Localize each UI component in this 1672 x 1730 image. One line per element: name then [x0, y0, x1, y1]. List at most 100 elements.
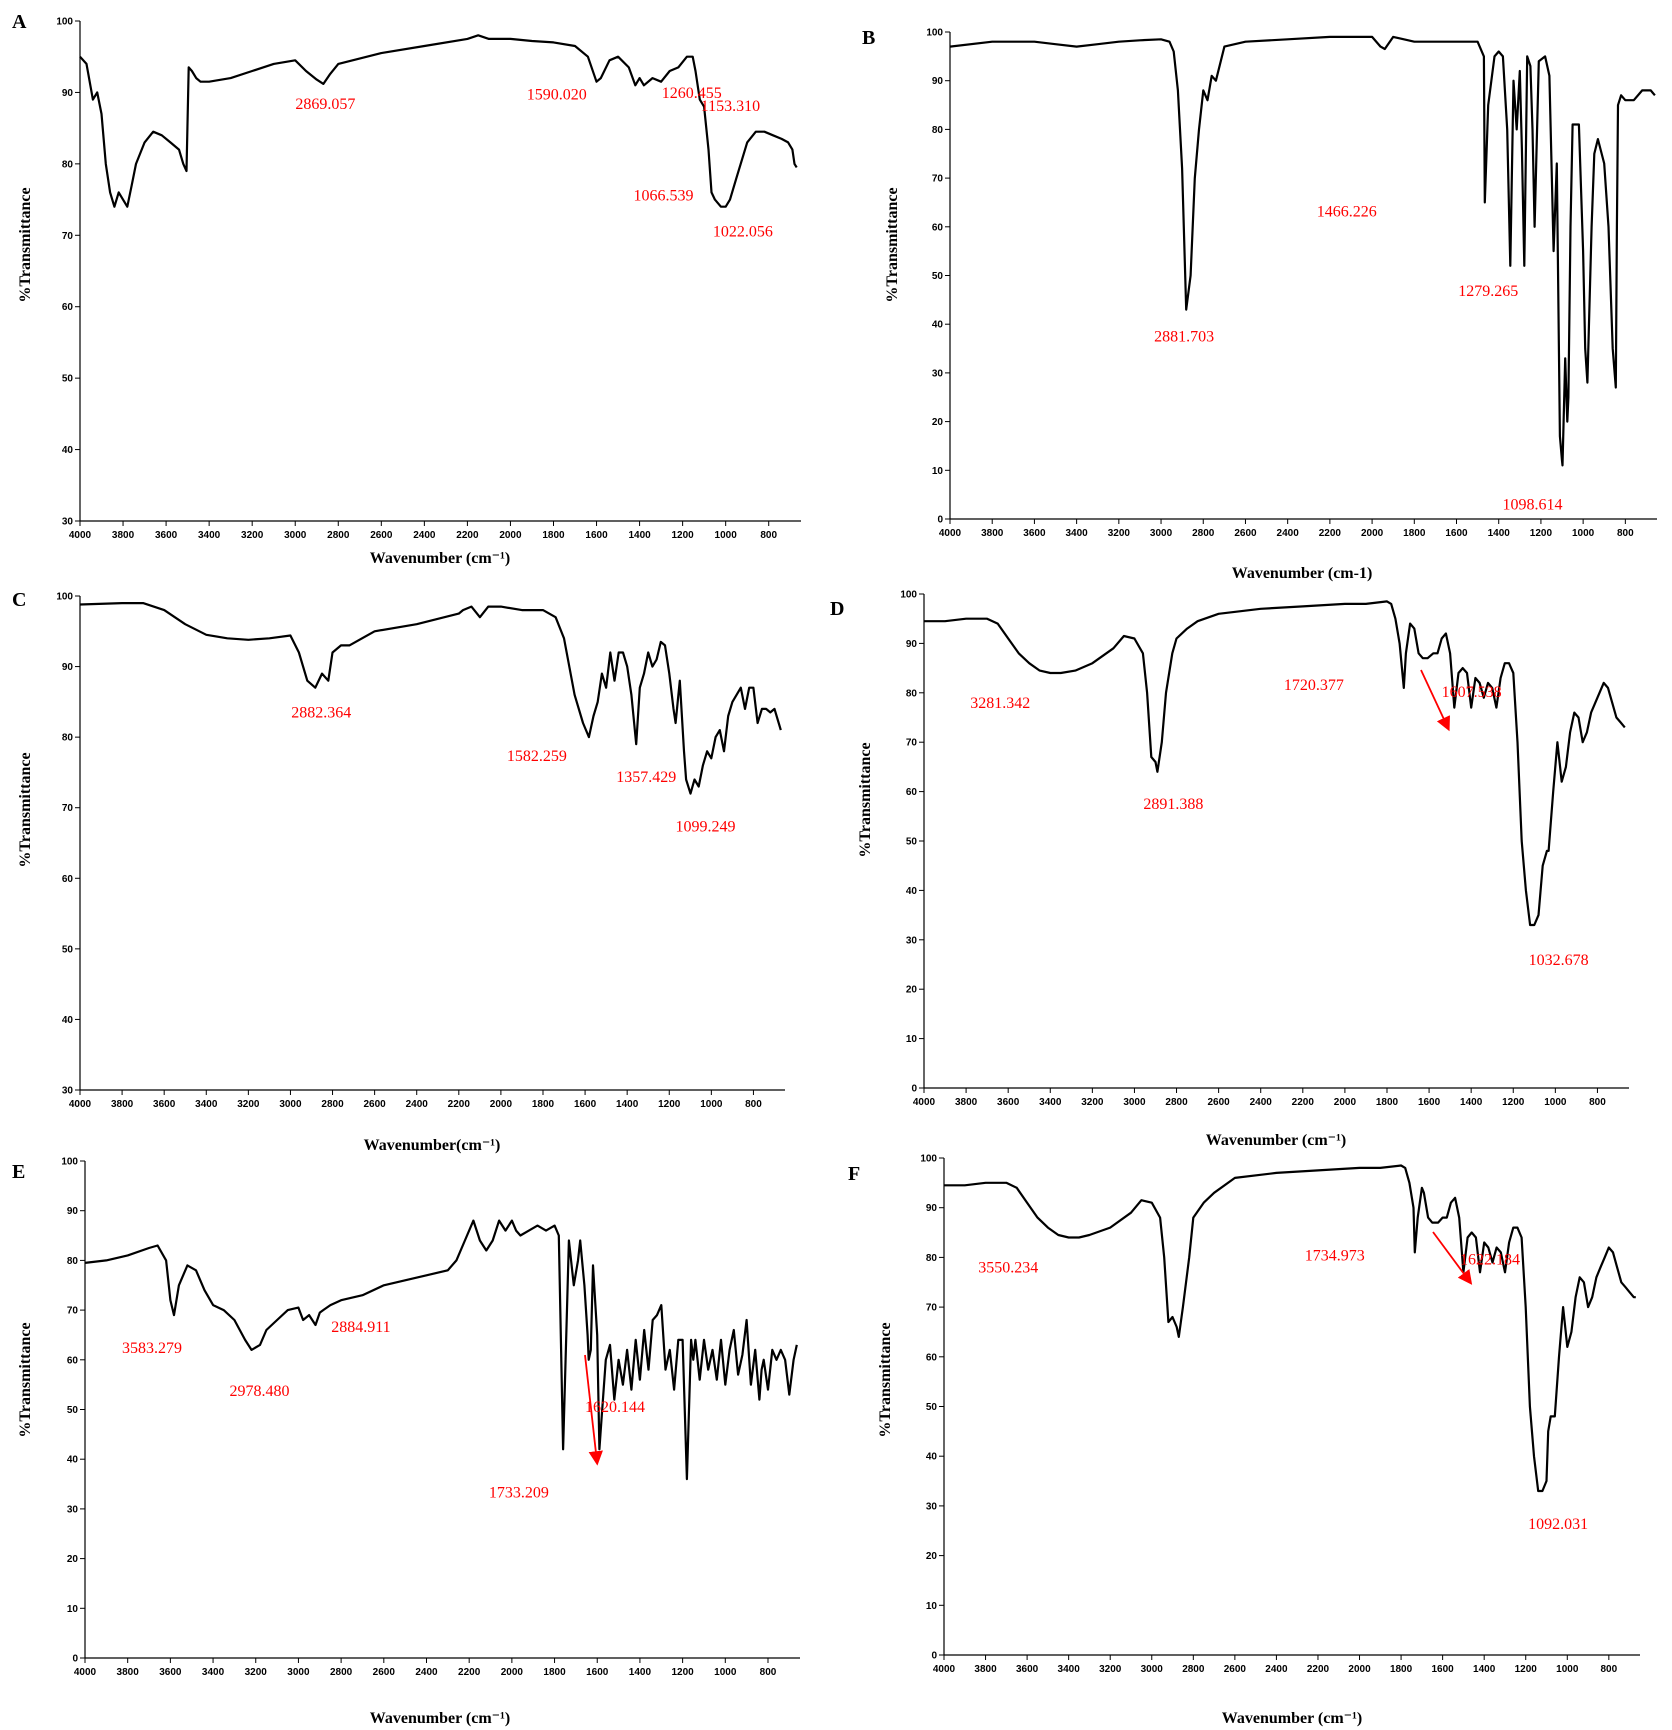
x-tick-label: 2600 [370, 530, 393, 541]
x-tick-label: 3800 [117, 1667, 140, 1678]
peak-label: 1153.310 [701, 98, 760, 115]
x-tick-label: 1200 [658, 1099, 681, 1110]
y-tick-label: 50 [62, 944, 74, 955]
panel-a: A 30 40 50 60 70 80 90 100 4000 3800 3600 3400 3200 30… [12, 11, 801, 567]
y-tick-label: 30 [62, 1086, 74, 1097]
y-tick-label: 50 [932, 271, 944, 282]
x-tick-label: 2600 [1234, 528, 1257, 539]
x-tick-label: 1800 [532, 1099, 555, 1110]
x-tick-label: 2000 [490, 1099, 513, 1110]
x-tick-label: 2200 [1319, 528, 1342, 539]
y-tick-label: 70 [62, 803, 74, 814]
y-tick-label: 40 [67, 1455, 79, 1466]
x-tick-label: 2200 [458, 1667, 481, 1678]
panel-b: B 0 10 20 30 40 50 60 70 80 90 100 4000 3800 3600 3400 3… [862, 27, 1657, 582]
y-tick-label: 90 [62, 662, 74, 673]
x-tick-label: 1200 [671, 1667, 694, 1678]
x-tick-label: 1600 [574, 1099, 597, 1110]
x-tick-label: 2400 [1250, 1097, 1273, 1108]
x-tick-label: 1200 [672, 530, 695, 541]
y-tick-label: 60 [906, 787, 918, 798]
x-tick-label: 3200 [1099, 1664, 1122, 1675]
peak-label: 2891.388 [1143, 796, 1203, 813]
x-tick-label: 3800 [981, 528, 1004, 539]
x-tick-label: 3400 [195, 1099, 218, 1110]
y-tick-label: 0 [72, 1654, 78, 1665]
peak-label: 2882.364 [291, 705, 351, 722]
y-tick-label: 50 [906, 837, 918, 848]
x-axis-title: Wavenumber(cm⁻¹) [364, 1137, 501, 1154]
x-tick-label: 2800 [327, 530, 350, 541]
x-tick-label: 3800 [974, 1664, 997, 1675]
y-tick-label: 80 [62, 159, 74, 170]
y-tick-label: 60 [932, 222, 944, 233]
peak-label: 2884.911 [331, 1319, 390, 1336]
peak-label: 1022.056 [713, 224, 773, 241]
x-tick-label: 2400 [413, 530, 436, 541]
x-tick-label: 3400 [1039, 1097, 1062, 1108]
y-tick-label: 50 [67, 1405, 79, 1416]
x-tick-label: 2800 [321, 1099, 344, 1110]
y-axis-title: %Transmittance [857, 742, 874, 857]
y-tick-label: 100 [920, 1154, 937, 1165]
y-tick-label: 30 [62, 517, 74, 528]
x-tick-label: 1000 [1572, 528, 1595, 539]
x-tick-label: 3000 [279, 1099, 302, 1110]
y-tick-label: 30 [67, 1504, 79, 1515]
x-tick-label: 3200 [1081, 1097, 1104, 1108]
x-tick-label: 1800 [542, 530, 565, 541]
x-tick-label: 1400 [1473, 1664, 1496, 1675]
y-tick-label: 40 [926, 1452, 938, 1463]
x-tick-label: 800 [760, 530, 777, 541]
x-tick-label: 3200 [241, 530, 264, 541]
spectrum-line [924, 600, 1626, 927]
x-tick-label: 4000 [939, 528, 962, 539]
y-tick-label: 0 [911, 1084, 917, 1095]
x-tick-label: 3200 [237, 1099, 260, 1110]
x-tick-label: 1400 [1460, 1097, 1483, 1108]
y-tick-label: 50 [926, 1402, 938, 1413]
x-tick-label: 1200 [1502, 1097, 1525, 1108]
x-tick-label: 3000 [287, 1667, 310, 1678]
panel-letter: B [862, 27, 875, 49]
y-axis-title: %Transmittance [17, 1322, 34, 1437]
peak-label: 1734.973 [1305, 1247, 1365, 1264]
peak-label: 2978.480 [229, 1383, 289, 1400]
x-tick-label: 3600 [1016, 1664, 1039, 1675]
y-tick-label: 100 [900, 590, 917, 601]
x-tick-label: 1000 [714, 1667, 737, 1678]
x-tick-label: 3600 [997, 1097, 1020, 1108]
x-tick-label: 3400 [1058, 1664, 1081, 1675]
peak-label: 3550.234 [978, 1260, 1038, 1277]
x-tick-label: 2000 [1361, 528, 1384, 539]
x-tick-label: 1800 [543, 1667, 566, 1678]
x-tick-label: 1200 [1530, 528, 1553, 539]
x-tick-label: 3600 [159, 1667, 182, 1678]
x-tick-label: 1000 [700, 1099, 723, 1110]
peak-label: 1098.614 [1502, 496, 1562, 513]
spectrum-line [79, 34, 798, 208]
x-tick-label: 2400 [1265, 1664, 1288, 1675]
y-tick-label: 30 [906, 935, 918, 946]
x-tick-label: 2000 [1334, 1097, 1357, 1108]
x-tick-label: 3200 [1108, 528, 1131, 539]
x-tick-label: 1800 [1403, 528, 1426, 539]
x-tick-label: 1200 [1515, 1664, 1538, 1675]
y-tick-label: 80 [67, 1256, 79, 1267]
x-tick-label: 3400 [202, 1667, 225, 1678]
annotation-arrow [1420, 669, 1450, 732]
x-tick-label: 2600 [364, 1099, 387, 1110]
peak-label: 1357.429 [616, 769, 676, 786]
x-tick-label: 2400 [1277, 528, 1300, 539]
x-tick-label: 2000 [501, 1667, 524, 1678]
y-axis-title: %Transmittance [877, 1322, 894, 1437]
x-axis-title: Wavenumber (cm⁻¹) [1206, 1132, 1346, 1149]
x-tick-label: 2000 [499, 530, 522, 541]
x-tick-label: 1400 [616, 1099, 639, 1110]
x-tick-label: 2400 [415, 1667, 438, 1678]
peak-label: 3583.279 [122, 1340, 182, 1357]
x-tick-label: 800 [1589, 1097, 1606, 1108]
x-tick-label: 4000 [913, 1097, 936, 1108]
y-tick-label: 10 [926, 1601, 938, 1612]
